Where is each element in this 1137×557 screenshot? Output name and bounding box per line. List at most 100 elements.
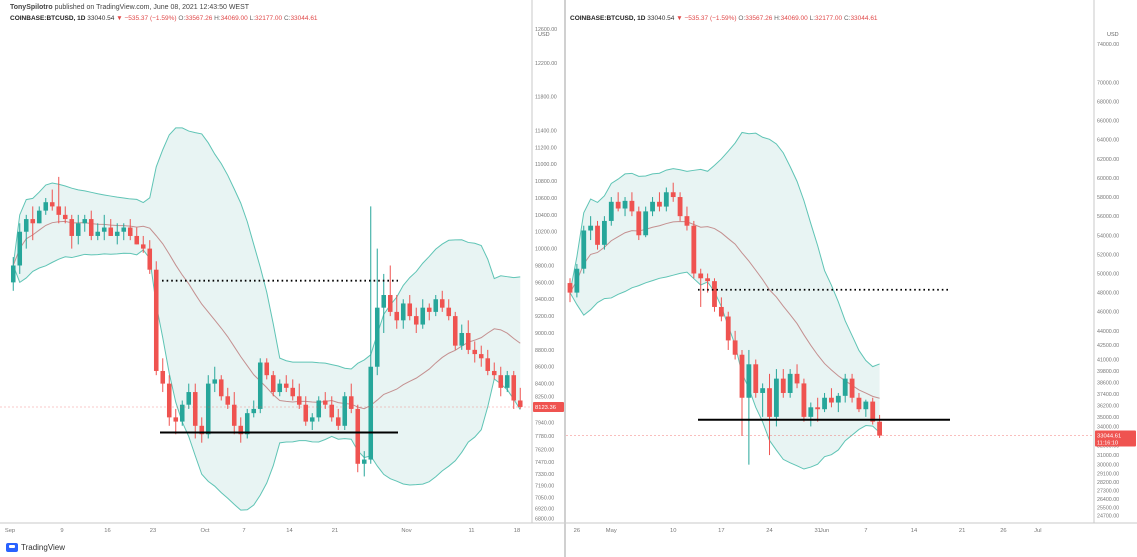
candle-body [101, 227, 107, 232]
close-value: 33044.61 [850, 15, 878, 22]
y-tick-label: 38600.00 [1097, 380, 1119, 386]
candle-body [670, 192, 676, 198]
candle-body [36, 210, 42, 224]
candle-body [62, 214, 68, 220]
price-tag-bg [533, 401, 564, 412]
y-tick-label: 31000.00 [1097, 453, 1119, 459]
candle-body [718, 306, 724, 317]
candle-body [517, 400, 523, 407]
candle-body [459, 332, 465, 346]
y-tick-label: 8250.00 [535, 394, 554, 400]
y-tick-label: 10400.00 [535, 213, 557, 219]
y-tick-label: 46000.00 [1097, 310, 1119, 316]
y-tick-label: 10200.00 [535, 230, 557, 236]
candle-body [257, 362, 263, 409]
candle-body [446, 307, 452, 317]
candle-body [753, 364, 759, 393]
y-tick-label: 7940.00 [535, 420, 554, 426]
candle-body [705, 278, 711, 282]
candle-body [433, 299, 439, 312]
y-tick-label: 27300.00 [1097, 488, 1119, 494]
candle-body [309, 417, 315, 422]
tradingview-logo[interactable]: TradingView [6, 543, 65, 552]
open-label: O: [178, 15, 186, 22]
y-tick-label: 25500.00 [1097, 506, 1119, 512]
y-tick-label: 62000.00 [1097, 157, 1119, 163]
last-price: 33040.54 [87, 15, 115, 22]
candle-body [277, 383, 283, 393]
last-price: 33040.54 [647, 15, 675, 22]
candle-body [643, 211, 649, 236]
candle-body [732, 340, 738, 355]
y-tick-label: 7780.00 [535, 434, 554, 440]
ohlc-header-left: COINBASE:BTCUSD, 1D 33040.54 ▼ −535.37 (… [10, 15, 318, 22]
chart-panel-left[interactable]: USD 12600.00 12200.00 11800.00 11400.00 11200… [0, 0, 565, 540]
candle-body [69, 219, 75, 236]
panel-divider[interactable] [564, 0, 566, 557]
band-fill [13, 127, 521, 511]
candle-body [342, 396, 348, 426]
y-tick-label: 11800.00 [535, 95, 557, 101]
candle-body [746, 364, 752, 398]
candle-body [567, 283, 573, 293]
author-name: TonySpilotro [10, 4, 53, 11]
y-tick-label: 7190.00 [535, 484, 554, 490]
chart-svg-right[interactable]: USD 74000.00 70000.00 68000.00 66000.00 64000… [566, 0, 1137, 540]
y-tick-label: 58000.00 [1097, 195, 1119, 201]
candle-body [760, 388, 766, 393]
level-lines [698, 288, 950, 421]
candle-body [849, 378, 855, 398]
price-axis: USD 74000.00 70000.00 68000.00 66000.00 64000… [566, 0, 1137, 534]
candle-body [863, 401, 869, 410]
candle-body [212, 379, 218, 384]
y-tick-label: 66000.00 [1097, 119, 1119, 125]
candle-body [870, 401, 876, 422]
y-tick-label: 7050.00 [535, 496, 554, 502]
candle-body [381, 295, 387, 308]
candle-body [114, 231, 120, 236]
candle-body [361, 459, 367, 464]
candle-body [465, 332, 471, 350]
x-tick-label: 7 [242, 528, 245, 534]
candle-body [134, 235, 140, 245]
candle-body [374, 307, 380, 367]
change-value: ▼ −535.37 (−1.59%) [676, 15, 737, 22]
y-tick-label: 11400.00 [535, 128, 557, 134]
y-tick-label: 39800.00 [1097, 369, 1119, 375]
x-tick-label: 23 [150, 528, 156, 534]
lower-band-line [12, 249, 521, 511]
publish-attribution: TonySpilotro published on TradingView.co… [10, 4, 249, 11]
y-tick-label: 8800.00 [535, 348, 554, 354]
candle-body [595, 225, 600, 245]
y-tick-label: 29100.00 [1097, 471, 1119, 477]
y-tick-label: 7620.00 [535, 447, 554, 453]
candle-body [657, 201, 662, 207]
y-tick-label: 70000.00 [1097, 80, 1119, 86]
y-tick-label: 9200.00 [535, 314, 554, 320]
y-tick-label: 74000.00 [1097, 42, 1119, 48]
candle-body [636, 211, 642, 236]
symbol-label: COINBASE:BTCUSD, 1D [10, 15, 86, 22]
candle-body [677, 197, 683, 217]
y-tick-label: 10600.00 [535, 196, 557, 202]
x-tick-label: 31 [814, 528, 820, 534]
x-tick-label: Jun [820, 528, 829, 534]
y-tick-label: 60000.00 [1097, 176, 1119, 182]
ohlc-header-right: COINBASE:BTCUSD, 1D 33040.54 ▼ −535.37 (… [570, 15, 878, 22]
candle-body [316, 400, 322, 418]
bollinger-bands [569, 131, 880, 470]
upper-band-line [569, 131, 880, 368]
candle-body [95, 231, 101, 236]
candle-body [355, 408, 361, 464]
close-value: 33044.61 [290, 15, 318, 22]
candle-body [808, 407, 814, 417]
chart-panel-right[interactable]: USD 74000.00 70000.00 68000.00 66000.00 64000… [566, 0, 1137, 540]
candle-body [147, 248, 153, 270]
candle-body [166, 383, 172, 418]
y-tick-label: 9600.00 [535, 280, 554, 286]
candle-body [780, 378, 786, 393]
upper-band-line [12, 127, 521, 370]
publish-text: published on TradingView.com, June 08, 2… [54, 4, 250, 11]
candle-body [296, 396, 302, 405]
